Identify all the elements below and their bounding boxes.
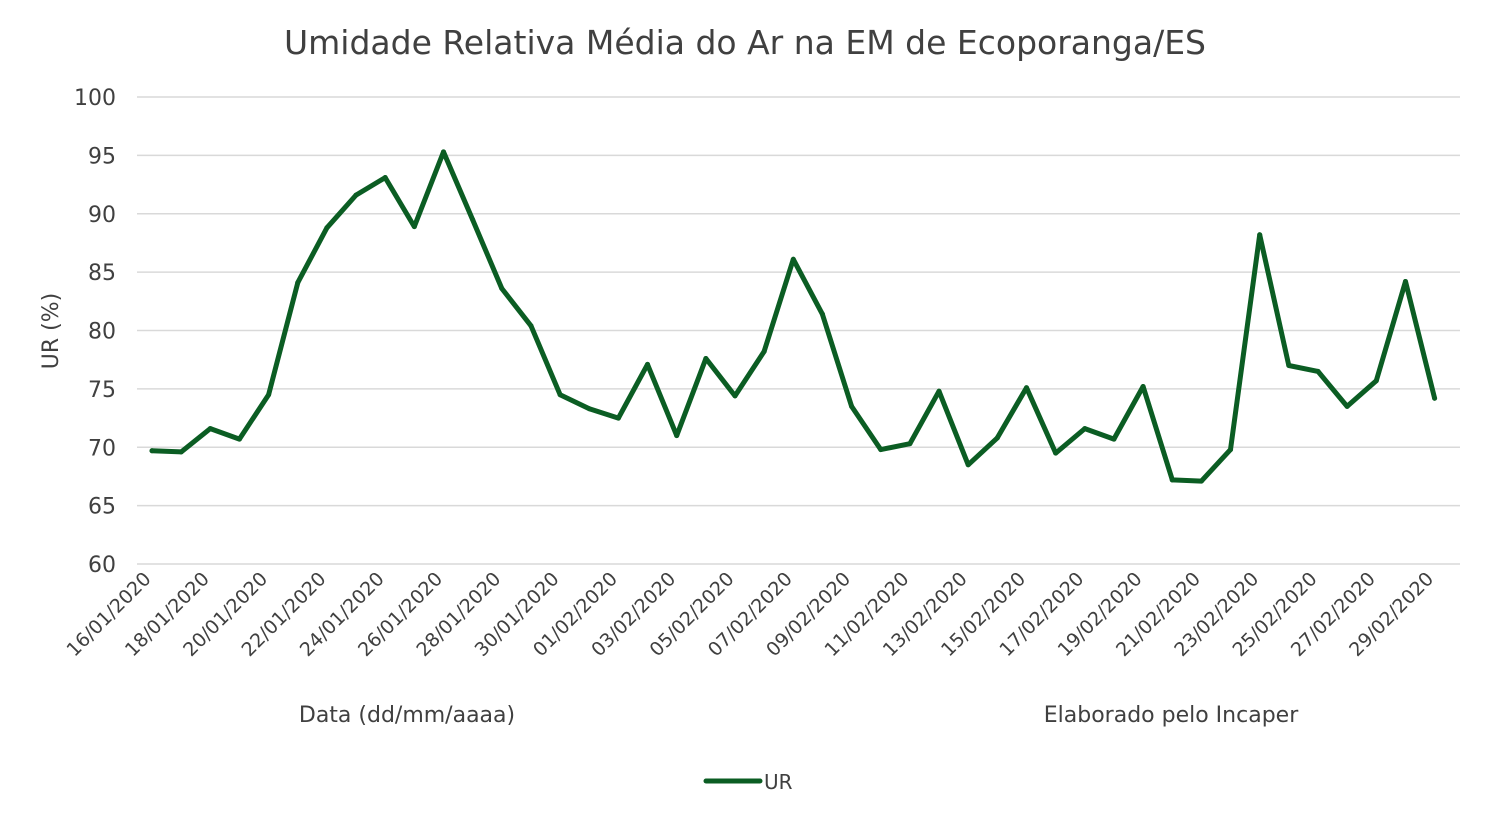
data-point (1053, 450, 1059, 456)
data-point (1024, 385, 1029, 391)
data-point (441, 149, 446, 155)
series-line-UR (149, 149, 1438, 484)
legend-label-ur: UR (764, 770, 793, 794)
data-point (790, 256, 796, 262)
data-point (732, 393, 738, 399)
data-point (703, 356, 709, 362)
data-point (936, 388, 942, 394)
data-point (965, 462, 971, 468)
data-point (382, 175, 388, 181)
data-point (1198, 478, 1204, 484)
data-point (761, 349, 767, 355)
y-tick-label: 60 (88, 553, 116, 578)
data-point (470, 217, 476, 223)
data-point (1257, 232, 1263, 238)
y-axis-ticks: 60 65 70 75 80 85 90 95 100 (74, 86, 116, 578)
data-point (907, 441, 913, 447)
data-point (994, 435, 1000, 441)
data-point (411, 224, 417, 230)
data-point (324, 225, 330, 231)
data-point (1432, 395, 1438, 401)
y-tick-label: 100 (74, 86, 116, 111)
series-layer (149, 149, 1438, 484)
y-tick-label: 95 (88, 144, 116, 169)
data-point (295, 280, 301, 286)
data-point (586, 406, 592, 412)
y-tick-label: 65 (88, 495, 116, 520)
data-point (1111, 436, 1117, 442)
data-point (557, 392, 563, 398)
gridlines (137, 96, 1460, 565)
data-point (178, 449, 184, 455)
data-point (1228, 447, 1234, 453)
data-point (236, 436, 242, 442)
data-point (149, 448, 155, 454)
data-point (878, 447, 884, 453)
data-point (849, 403, 855, 409)
data-point (1286, 363, 1292, 369)
data-point (645, 361, 651, 367)
data-point (1315, 368, 1321, 374)
y-tick-label: 90 (88, 203, 116, 228)
y-tick-label: 80 (88, 320, 116, 345)
data-point (1140, 384, 1146, 390)
data-point (266, 392, 272, 398)
chart-title: Umidade Relativa Média do Ar na EM de Ec… (284, 23, 1206, 62)
data-point (819, 311, 825, 317)
data-point (1082, 426, 1088, 432)
y-axis-label: UR (%) (39, 293, 64, 369)
data-point (1373, 378, 1379, 384)
data-point (528, 323, 534, 329)
data-point (499, 285, 505, 291)
data-point (1344, 403, 1350, 409)
x-axis-ticks: 16/01/202018/01/202020/01/202022/01/2020… (63, 568, 1439, 661)
legend: UR (703, 770, 793, 794)
y-tick-label: 70 (88, 436, 116, 461)
y-tick-label: 75 (88, 378, 116, 403)
data-point (1169, 477, 1175, 483)
data-point (674, 433, 680, 439)
source-note: Elaborado pelo Incaper (1044, 703, 1299, 728)
data-point (615, 415, 621, 421)
x-axis-label: Data (dd/mm/aaaa) (299, 703, 515, 728)
y-tick-label: 85 (88, 261, 116, 286)
data-point (1402, 278, 1408, 284)
data-point (353, 192, 359, 198)
data-point (207, 426, 213, 432)
